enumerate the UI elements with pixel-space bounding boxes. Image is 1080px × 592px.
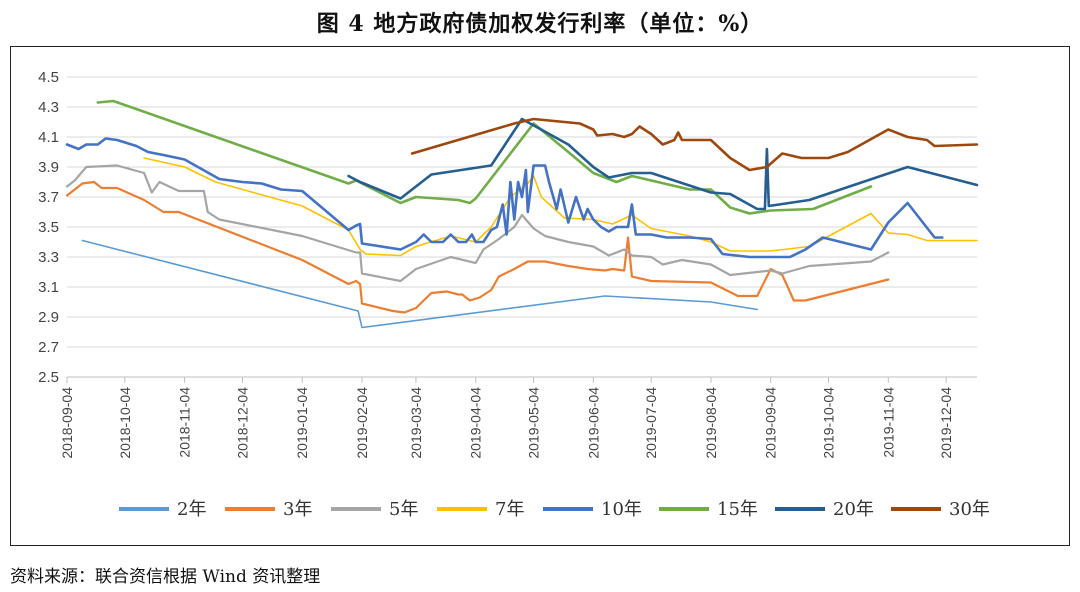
x-tick-label: 2019-06-04 — [585, 387, 601, 459]
x-tick-label: 2019-02-04 — [354, 387, 370, 459]
series-line — [347, 117, 979, 211]
x-tick-label: 2019-09-04 — [763, 387, 779, 459]
x-tick-label: 2019-10-04 — [821, 387, 837, 459]
y-tick-label: 2.5 — [38, 369, 59, 386]
legend-label: 20年 — [833, 499, 874, 520]
series-line — [65, 180, 890, 314]
legend-label: 2年 — [177, 499, 206, 520]
y-tick-label: 2.7 — [38, 339, 59, 356]
legend-label: 3年 — [283, 499, 312, 520]
legend-label: 15年 — [717, 499, 758, 520]
series-line — [65, 137, 944, 259]
series-line — [81, 239, 759, 329]
x-tick-label: 2018-11-04 — [177, 387, 193, 458]
x-tick-label: 2019-08-04 — [703, 387, 719, 459]
legend-label: 5年 — [389, 499, 418, 520]
y-tick-label: 3.5 — [38, 219, 59, 236]
y-tick-label: 3.7 — [38, 189, 59, 206]
x-tick-label: 2019-04-04 — [468, 387, 484, 459]
x-tick-label: 2019-07-04 — [643, 387, 659, 459]
y-tick-label: 3.1 — [38, 279, 59, 296]
line-chart: 2.5 2.7 2.9 3.1 3.3 3.5 3.7 3.9 4.1 4.3 4.5 2018-09… — [38, 69, 990, 520]
x-tick-label: 2018-09-04 — [59, 387, 75, 459]
legend-label: 30年 — [949, 499, 990, 520]
y-tick-label: 3.9 — [38, 159, 59, 176]
y-tick-label: 3.3 — [38, 249, 59, 266]
x-tick-label: 2019-11-04 — [880, 387, 896, 458]
x-tick-label: 2019-03-04 — [408, 387, 424, 459]
series-line — [96, 99, 873, 215]
source-note: 资料来源：联合资信根据 Wind 资讯整理 — [10, 567, 321, 587]
y-tick-label: 4.3 — [38, 99, 59, 116]
series-line — [410, 117, 979, 172]
x-tick-label: 2018-10-04 — [117, 387, 133, 459]
x-tick-label: 2019-05-04 — [526, 387, 542, 459]
x-tick-label: 2019-12-04 — [938, 387, 954, 459]
x-tick-label: 2018-12-04 — [234, 387, 250, 459]
y-tick-label: 4.1 — [38, 129, 59, 146]
legend-label: 7年 — [495, 499, 524, 520]
legend-label: 10年 — [601, 499, 642, 520]
chart-frame: 2.5 2.7 2.9 3.1 3.3 3.5 3.7 3.9 4.1 4.3 4.5 2018-09… — [10, 46, 1070, 546]
series-line — [65, 164, 890, 283]
chart-title: 图 4 地方政府债加权发行利率（单位：%） — [316, 11, 764, 37]
x-tick-label: 2019-01-04 — [294, 387, 310, 459]
series-line — [143, 157, 978, 257]
y-tick-label: 4.5 — [38, 69, 59, 86]
y-tick-label: 2.9 — [38, 309, 59, 326]
